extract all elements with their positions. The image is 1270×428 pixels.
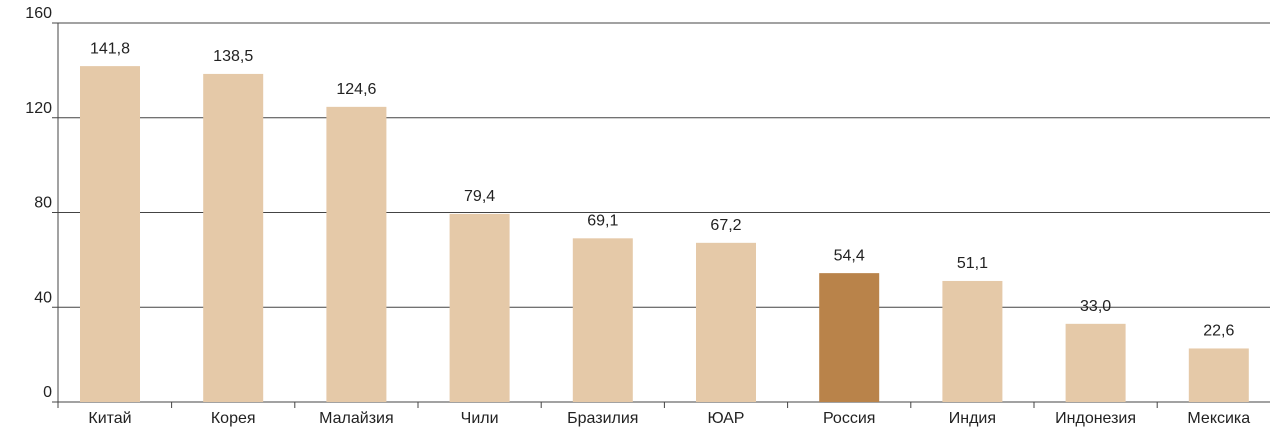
bar [942,280,1003,402]
bar [696,242,756,402]
y-tick-label: 40 [34,289,52,306]
value-label: 67,2 [710,217,741,234]
x-tick-label: Малайзия [319,410,394,427]
x-tick-label: ЮАР [708,410,745,427]
x-tick-label: Корея [211,410,256,427]
y-tick-label: 0 [43,384,52,401]
value-label: 51,1 [957,255,988,272]
x-tick-label: Индонезия [1055,410,1136,427]
bar [819,273,880,402]
x-tick-label: Индия [949,410,996,427]
bar [326,106,387,402]
x-tick-label: Бразилия [567,410,638,427]
y-tick-label: 120 [25,100,52,117]
value-label: 54,4 [834,247,865,264]
bar [80,66,140,402]
value-label: 69,1 [587,213,618,230]
value-label: 124,6 [336,81,376,98]
bar [1065,323,1126,402]
value-label: 138,5 [213,48,253,65]
value-label: 22,6 [1203,323,1234,340]
bar [1188,348,1249,402]
x-tick-label: Чили [461,410,499,427]
bar [572,238,633,402]
value-label: 79,4 [464,188,495,205]
x-tick-label: Мексика [1187,410,1250,427]
bar [449,213,510,402]
value-label: 141,8 [90,40,130,57]
x-tick-label: Китай [88,410,131,427]
bar [203,73,264,402]
y-tick-label: 160 [25,5,52,22]
x-tick-label: Россия [823,410,875,427]
y-tick-label: 80 [34,195,52,212]
value-label: 33,0 [1080,298,1111,315]
